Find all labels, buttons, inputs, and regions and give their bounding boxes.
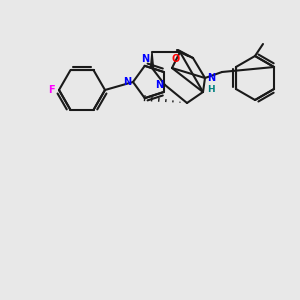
Text: O: O (172, 54, 180, 64)
Text: F: F (48, 85, 55, 95)
Polygon shape (151, 52, 154, 68)
Text: N: N (123, 77, 131, 87)
Text: N: N (207, 73, 215, 83)
Text: N: N (141, 54, 149, 64)
Text: N: N (155, 80, 163, 90)
Text: H: H (207, 85, 214, 94)
